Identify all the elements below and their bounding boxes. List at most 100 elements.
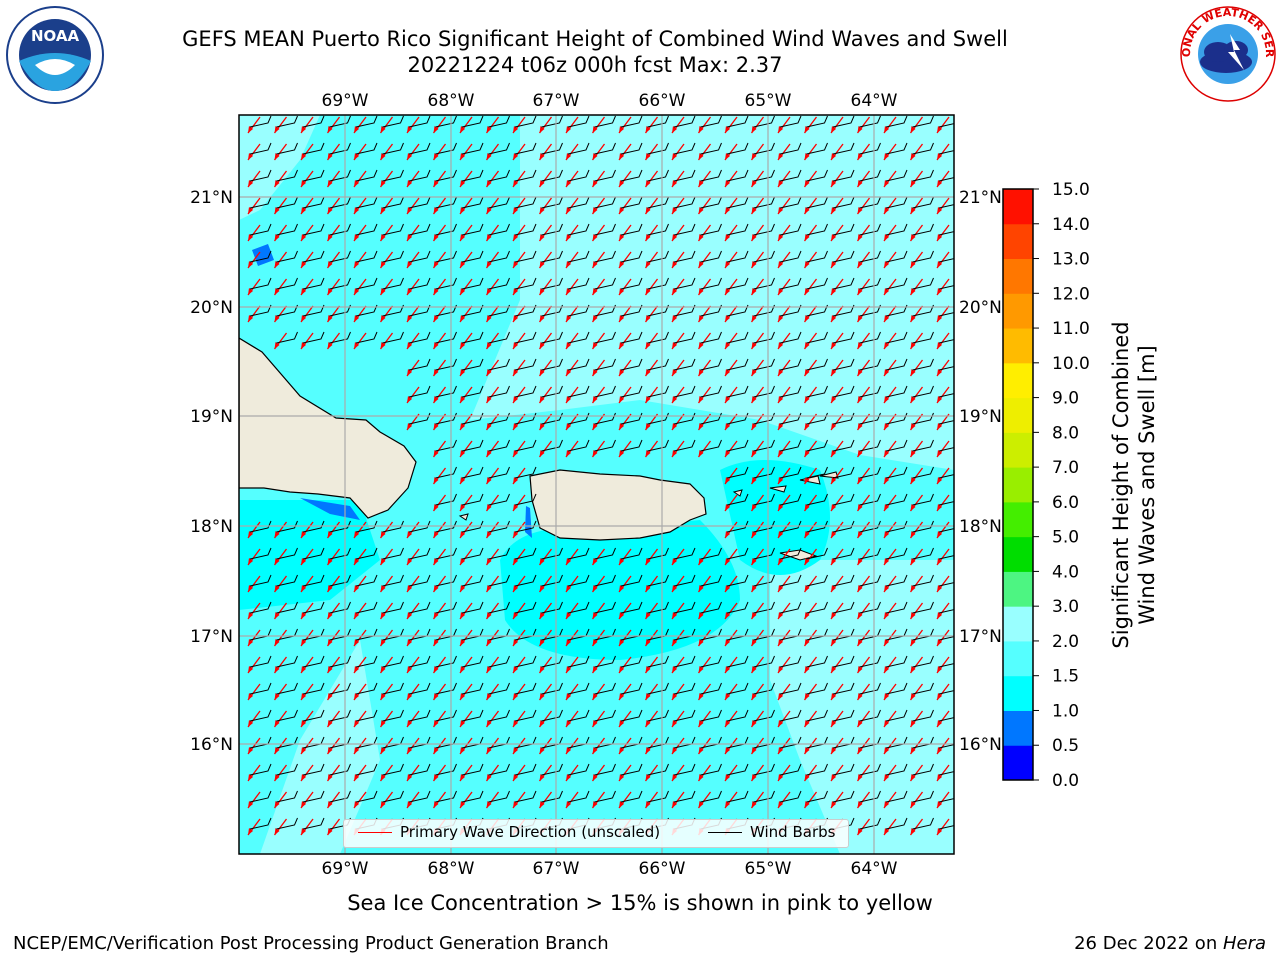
wave-arrow-head — [804, 531, 810, 538]
wave-arrow-head — [725, 369, 730, 376]
wave-arrow-head — [884, 207, 889, 214]
wind-barb — [329, 520, 351, 533]
wave-arrow-head — [407, 720, 412, 727]
wind-barb — [488, 412, 510, 425]
wave-arrow-head — [619, 153, 624, 160]
wind-barb — [620, 223, 643, 236]
wave-arrow-head — [327, 720, 333, 727]
wind-barb — [700, 223, 722, 236]
wave-arrow-head — [274, 531, 280, 538]
wind-barb — [726, 547, 749, 560]
colorbar-segment — [1003, 501, 1033, 538]
wave-arrow-head — [778, 450, 783, 457]
wave-arrow-head — [725, 153, 730, 160]
colorbar-segment — [1003, 432, 1033, 468]
wave-arrow-head — [592, 774, 598, 781]
wave-arrow-head — [460, 558, 465, 565]
colorbar-tick-label: 5.0 — [1052, 528, 1079, 548]
wind-barb — [859, 250, 881, 263]
wave-arrow-head — [751, 261, 757, 268]
wind-barb — [859, 655, 881, 668]
wave-arrow-head — [513, 450, 518, 457]
wave-arrow-head — [513, 207, 518, 214]
wind-barb — [779, 142, 802, 155]
wave-arrow-head — [274, 207, 280, 214]
wind-barb — [302, 196, 325, 209]
wave-arrow-head — [619, 261, 624, 268]
wave-arrow-head — [274, 315, 280, 322]
wind-barb — [673, 385, 696, 398]
wave-arrow-head — [407, 693, 412, 700]
wave-arrow-head — [327, 693, 333, 700]
wind-barb — [938, 312, 954, 317]
wave-arrow-head — [433, 558, 439, 565]
wave-arrow-head — [645, 180, 651, 187]
wind-barb — [859, 763, 881, 776]
wind-barb — [382, 601, 404, 614]
wind-barb — [806, 547, 828, 560]
wind-barb — [938, 366, 954, 371]
wind-barb — [488, 358, 510, 371]
wave-arrow-head — [407, 666, 412, 673]
wave-arrow-head — [937, 747, 942, 754]
lon-label-top: 64°W — [851, 91, 898, 111]
wave-arrow-head — [539, 666, 545, 673]
wind-barb — [700, 709, 722, 722]
wave-arrow-head — [539, 180, 545, 187]
wind-barb — [302, 277, 325, 290]
wind-barb — [859, 439, 881, 452]
lat-label-left: 19°N — [190, 407, 233, 427]
wind-barb — [779, 412, 802, 425]
wind-barb — [435, 439, 457, 452]
wave-arrow-head — [486, 126, 492, 133]
wind-barb — [514, 574, 537, 587]
wave-arrow-head — [910, 720, 916, 727]
wave-arrow-head — [751, 612, 757, 619]
virgin-islands-land — [732, 471, 839, 497]
wave-arrow-head — [301, 801, 306, 808]
wind-barb — [541, 115, 563, 128]
wave-arrow-head — [513, 666, 518, 673]
wind-barb — [488, 547, 510, 560]
wave-arrow-head — [407, 558, 412, 565]
nws-logo: NATIONAL WEATHER SERVICE — [1178, 4, 1276, 102]
lon-label-bottom: 66°W — [639, 859, 686, 879]
wind-barb — [753, 331, 775, 344]
wind-barb — [514, 682, 537, 695]
wind-barb — [726, 763, 749, 776]
wave-arrow-head — [672, 288, 677, 295]
wave-arrow-head — [831, 585, 836, 592]
wave-arrow-head — [937, 288, 942, 295]
wave-arrow-head — [831, 477, 836, 484]
wind-barb — [382, 655, 404, 668]
wind-barb — [408, 277, 431, 290]
footer-date-text: 26 Dec 2022 on — [1074, 933, 1223, 954]
wave-arrow-head — [566, 180, 571, 187]
wave-arrow-head — [751, 774, 757, 781]
wave-arrow-head — [539, 396, 545, 403]
wind-barb — [514, 547, 537, 560]
wind-barb — [488, 790, 510, 803]
wave-arrow-head — [857, 720, 863, 727]
wave-arrow-head — [380, 261, 386, 268]
wave-arrow-head — [248, 801, 253, 808]
wind-barb — [461, 493, 484, 506]
wave-arrow-head — [725, 180, 730, 187]
wind-barb — [753, 115, 775, 128]
wave-arrow-head — [433, 477, 439, 484]
wave-arrow-head — [354, 585, 359, 592]
wind-barb — [885, 358, 908, 371]
wind-barb — [938, 285, 954, 290]
wind-barb — [753, 412, 775, 425]
wave-arrow-head — [619, 450, 624, 457]
wave-arrow-head — [645, 126, 651, 133]
wave-arrow-head — [592, 288, 598, 295]
wave-arrow-head — [248, 585, 253, 592]
wave-arrow-head — [831, 450, 836, 457]
wave-arrow-head — [910, 801, 916, 808]
wind-barb — [753, 142, 775, 155]
wave-arrow-head — [725, 801, 730, 808]
wave-arrow-head — [804, 801, 810, 808]
wind-barb — [594, 250, 616, 263]
wind-barb — [859, 277, 881, 290]
